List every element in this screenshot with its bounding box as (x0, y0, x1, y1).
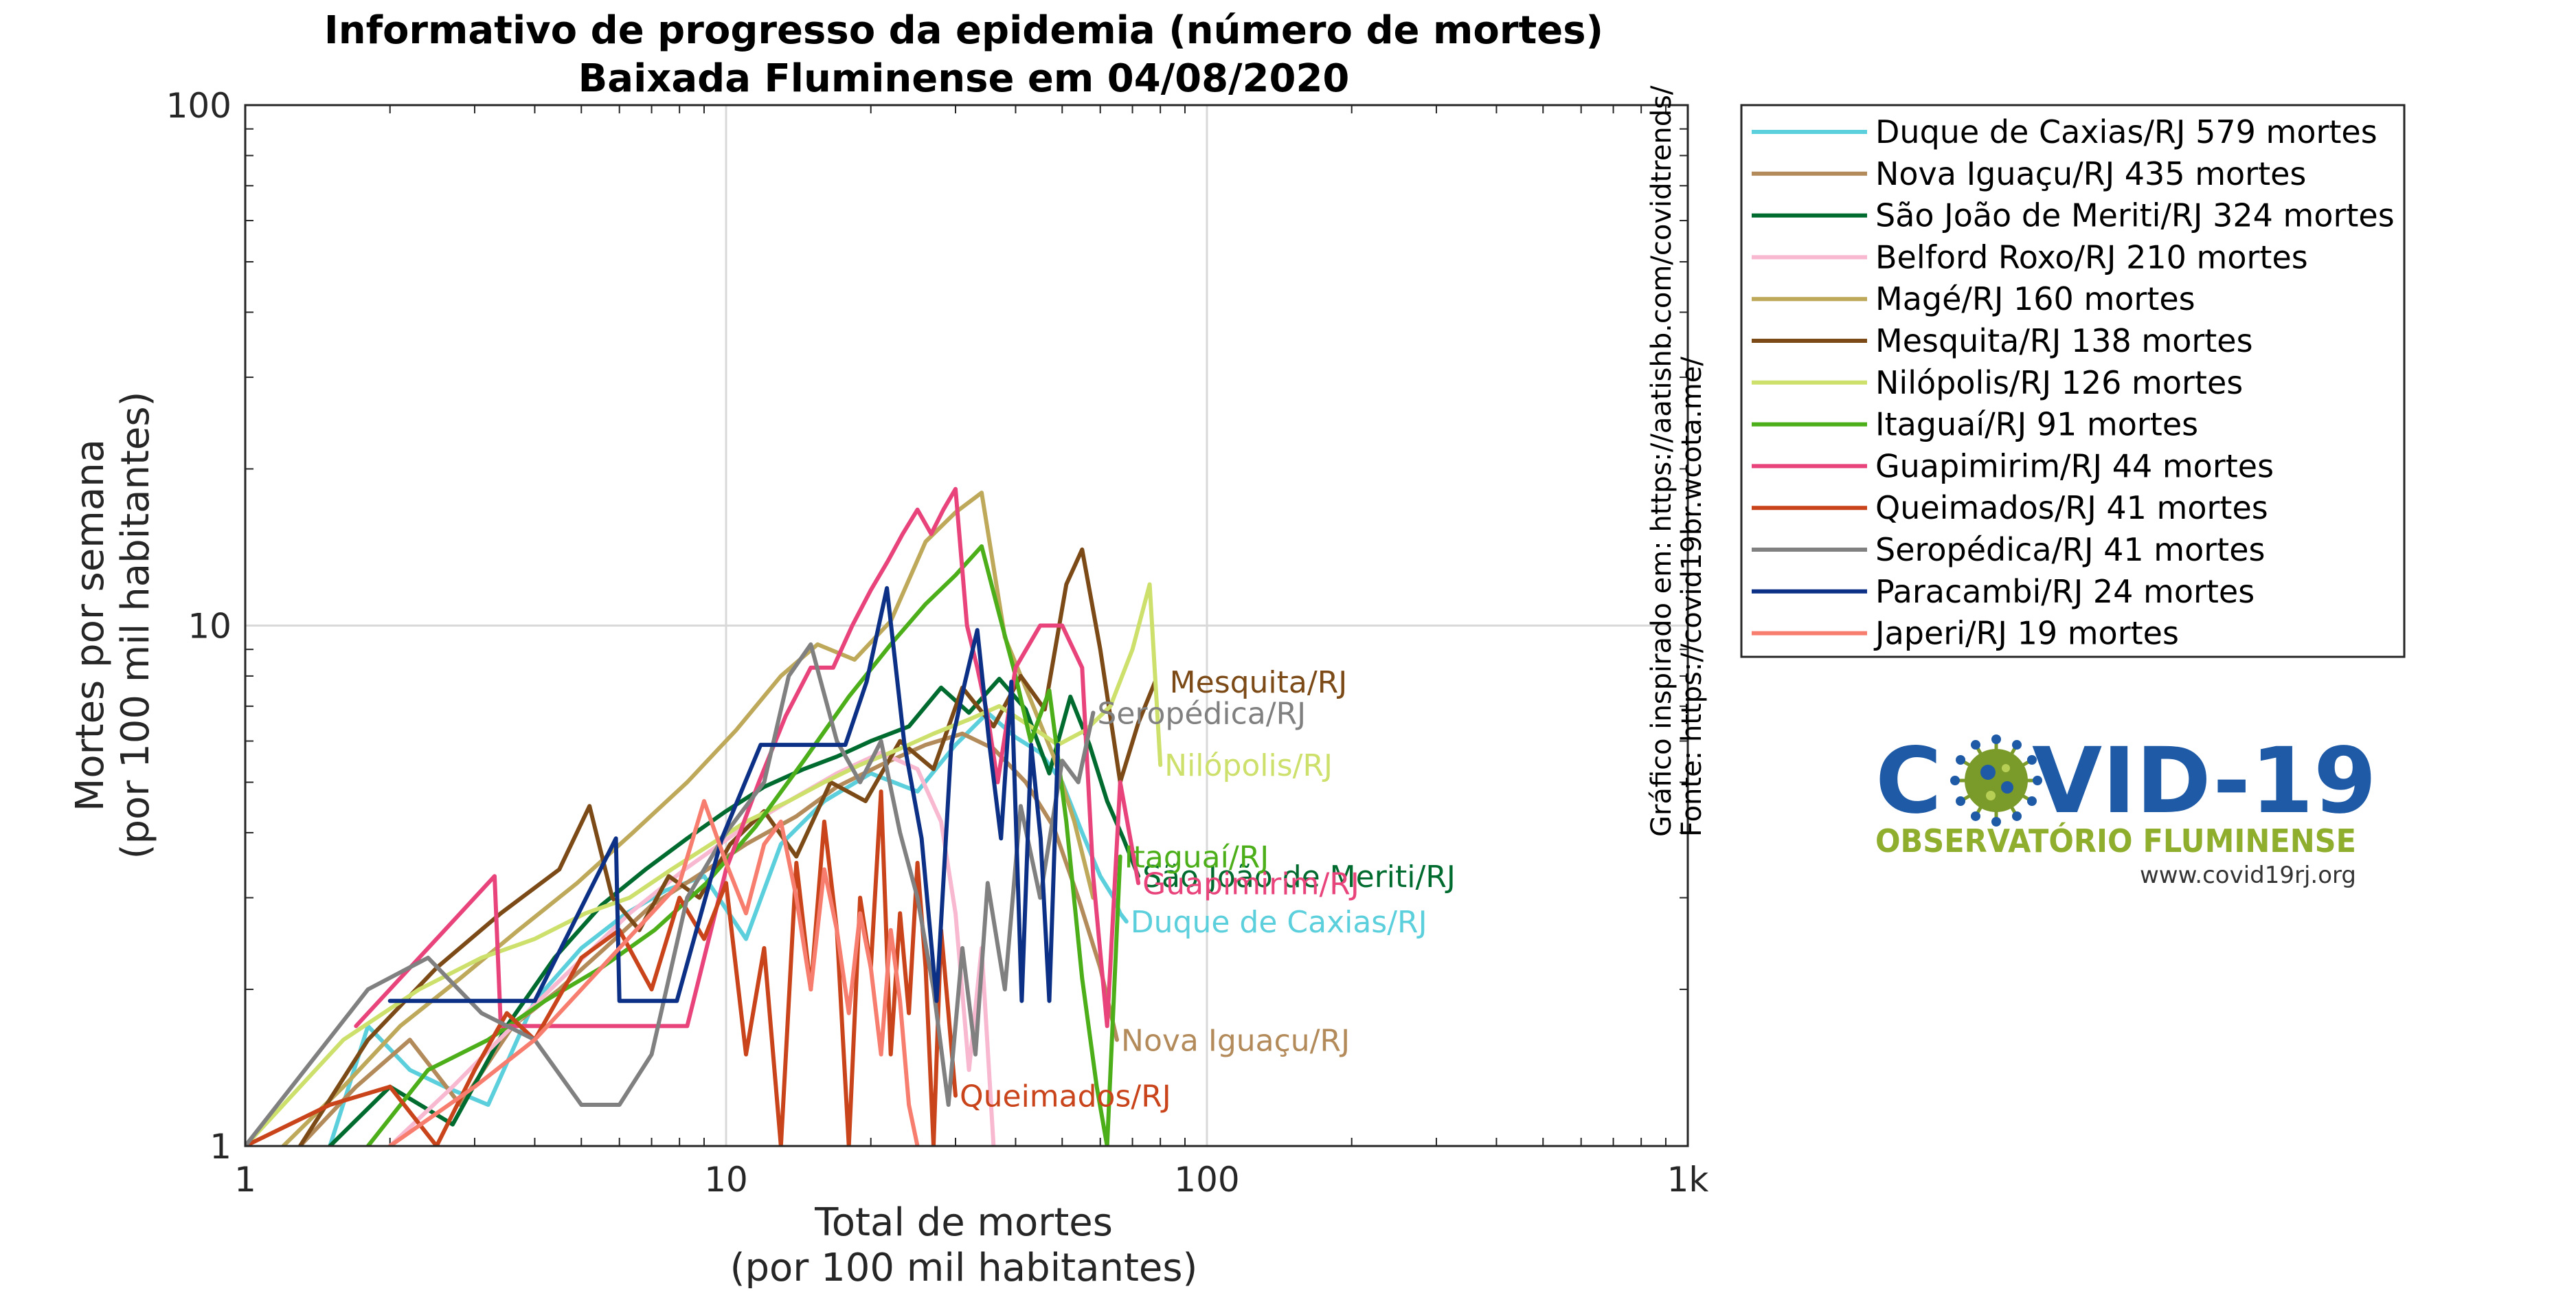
x-axis-label-units: (por 100 mil habitantes) (730, 1246, 1198, 1288)
logo-letter-c: C (1875, 728, 1942, 834)
series-label-1: Nova Iguaçu/RJ (1121, 1023, 1350, 1058)
legend-entry-11: Paracambi/RJ 24 mortes (1875, 573, 2255, 610)
legend-entry-7: Itaguaí/RJ 91 mortes (1875, 406, 2198, 443)
series-label-10: Seropédica/RJ (1097, 696, 1306, 731)
chart-subtitle: Baixada Fluminense em 04/08/2020 (578, 56, 1350, 101)
series-label-2: São João de Meriti/RJ (1142, 860, 1456, 895)
logo-url: www.covid19rj.org (2140, 862, 2356, 889)
legend-entry-6: Nilópolis/RJ 126 mortes (1875, 364, 2243, 401)
x-tick-label: 10 (704, 1160, 748, 1200)
series-label-7: Itaguaí/RJ (1125, 840, 1269, 875)
source-note-data: Fonte: https://covid19br.wcota.me/ (1676, 357, 1708, 837)
x-tick-labels: 1 10 100 1k (234, 1160, 1708, 1200)
legend-entry-8: Guapimirim/RJ 44 mortes (1875, 447, 2274, 484)
legend: Duque de Caxias/RJ 579 mortes Nova Iguaçu… (1752, 113, 2395, 652)
minor-ticks (245, 105, 1688, 1146)
legend-entry-0: Duque de Caxias/RJ 579 mortes (1875, 113, 2377, 150)
series-line-7 (365, 544, 1122, 1146)
series-line-9 (245, 789, 958, 1146)
series-line-12 (387, 799, 920, 1146)
covid19-logo: C VID-19 OBSERVATÓRIO FLUMINENSE www.cov… (1875, 728, 2377, 889)
series-label-5: Mesquita/RJ (1170, 665, 1348, 700)
y-tick-label: 10 (188, 607, 231, 647)
axes-frame (244, 104, 1689, 1147)
series-lines (245, 486, 1163, 1146)
y-tick-labels: 1 10 100 (166, 86, 231, 1167)
series-line-11 (387, 586, 1061, 1003)
series-line-0 (328, 710, 1129, 1146)
series-label-8: Guapimirim/RJ (1142, 866, 1359, 901)
legend-entry-10: Seropédica/RJ 41 mortes (1875, 531, 2265, 568)
series-line-5 (297, 547, 1157, 1146)
x-tick-label: 1k (1667, 1160, 1709, 1200)
legend-entry-1: Nova Iguaçu/RJ 435 mortes (1875, 155, 2306, 192)
legend-entry-2: São João de Meriti/RJ 324 mortes (1875, 197, 2395, 234)
logo-tagline: OBSERVATÓRIO FLUMINENSE (1875, 822, 2356, 860)
legend-entry-4: Magé/RJ 160 mortes (1875, 280, 2195, 317)
legend-entry-9: Queimados/RJ 41 mortes (1875, 489, 2268, 526)
legend-entry-12: Japeri/RJ 19 mortes (1873, 615, 2179, 652)
x-tick-label: 100 (1174, 1160, 1239, 1200)
series-line-8 (354, 486, 1141, 1029)
legend-entry-5: Mesquita/RJ 138 mortes (1875, 322, 2253, 359)
chart-title: Informativo de progresso da epidemia (nú… (324, 8, 1603, 53)
x-tick-label: 1 (234, 1160, 256, 1200)
series-line-10 (245, 642, 1096, 1146)
y-tick-label: 1 (210, 1127, 231, 1167)
legend-entry-3: Belford Roxo/RJ 210 mortes (1875, 238, 2308, 276)
series-label-9: Queimados/RJ (960, 1079, 1171, 1114)
series-label-0: Duque de Caxias/RJ (1131, 905, 1427, 940)
y-axis-label-units: (por 100 mil habitantes) (113, 392, 158, 860)
virus-icon (1950, 734, 2042, 827)
series-line-2 (328, 677, 1141, 1146)
x-axis-label: Total de mortes (814, 1200, 1113, 1245)
series-label-6: Nilópolis/RJ (1164, 748, 1333, 783)
y-tick-label: 100 (166, 86, 231, 126)
series-labels: Duque de Caxias/RJ Nova Iguaçu/RJ São João… (960, 665, 1456, 1114)
logo-word: VID-19 (2032, 728, 2377, 834)
y-axis-label: Mortes por semana (68, 439, 113, 811)
source-note-inspiration: Gráfico inspirado em: https://aatishb.co… (1646, 85, 1677, 837)
